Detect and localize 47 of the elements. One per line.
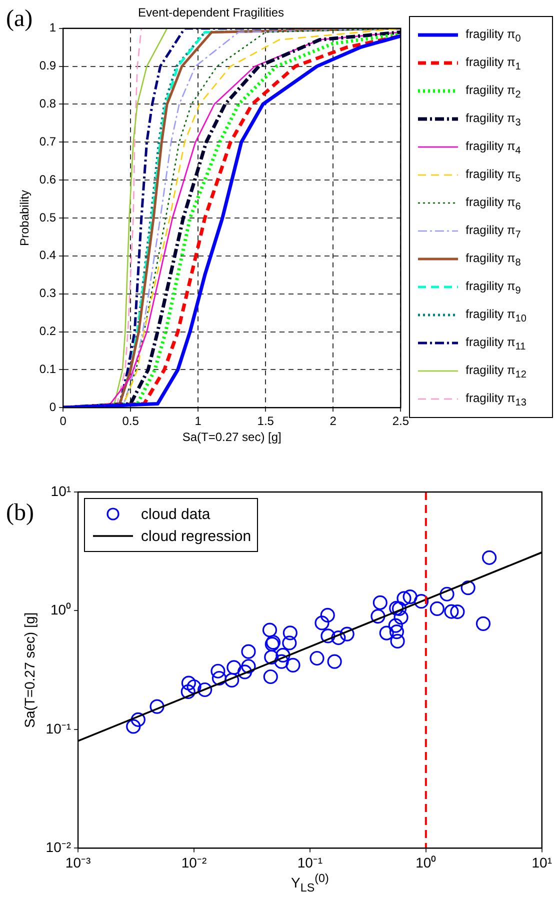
- legend-label: fragility π$_{2}$: [466, 82, 521, 100]
- y-tick-label: 0.5: [39, 210, 56, 224]
- legend-label: cloud data: [141, 506, 210, 522]
- legend-label: fragility π$_{11}$: [466, 334, 526, 352]
- x-tick-label: 10⁻¹: [297, 854, 323, 870]
- y-tick-label: 0.6: [39, 172, 56, 186]
- y-tick-label: 0.4: [39, 248, 56, 262]
- y-tick-label: 0.1: [39, 362, 56, 376]
- legend-label: fragility π$_{6}$: [466, 194, 521, 212]
- x-tick-label: 10⁻³: [65, 854, 91, 870]
- y-tick-label: 0.3: [39, 286, 56, 300]
- y-tick-label: 0.9: [39, 58, 56, 73]
- y-tick-label: 0.8: [39, 96, 56, 111]
- y-tick-label: 10⁻¹: [46, 720, 72, 736]
- text: (a): [6, 6, 33, 33]
- x-tick-label: 2.5: [392, 414, 410, 428]
- chart-title: Event-dependent Fragilities: [138, 6, 284, 20]
- y-tick-label: 0.2: [39, 324, 56, 338]
- x-tick-label: 0.5: [122, 414, 140, 428]
- y-tick-label: 0.7: [39, 134, 56, 148]
- legend-label: fragility π$_{10}$: [466, 306, 526, 324]
- y-tick-label: 10⁰: [50, 602, 72, 618]
- x-axis-title: Sa(T=0.27 sec) [g]: [182, 430, 282, 444]
- legend-label: fragility π$_{7}$: [466, 222, 521, 240]
- x-tick-label: 1: [194, 414, 202, 428]
- legend-label: fragility π$_{12}$: [466, 362, 526, 380]
- x-tick-label: 1.5: [257, 414, 274, 428]
- legend-label: fragility π$_{9}$: [466, 278, 521, 296]
- legend-label: cloud regression: [141, 528, 252, 544]
- text: (b): [6, 500, 34, 527]
- y-axis-title: Probability: [18, 190, 32, 246]
- x-tick-label: 10⁻²: [181, 854, 207, 870]
- y-tick-label: 1: [49, 20, 56, 35]
- x-tick-label: 10⁰: [416, 854, 436, 870]
- x-tick-label: 2: [330, 414, 337, 428]
- y-tick-label: 10⁻²: [46, 839, 72, 856]
- legend-label: fragility π$_{4}$: [466, 138, 521, 156]
- legend-label: fragility π$_{1}$: [466, 54, 521, 72]
- legend-label: fragility π$_{3}$: [466, 110, 521, 128]
- x-tick-label: 10¹: [532, 854, 552, 870]
- legend-label: fragility π$_{0}$: [466, 26, 521, 44]
- y-tick-label: 10¹: [50, 482, 72, 499]
- legend-label: fragility π$_{13}$: [466, 390, 526, 408]
- y-tick-label: 0: [49, 400, 56, 414]
- y-axis-title: Sa(T=0.27 sec) [g]: [21, 612, 38, 728]
- legend-label: fragility π$_{8}$: [466, 250, 521, 268]
- legend-label: fragility π$_{5}$: [466, 166, 521, 184]
